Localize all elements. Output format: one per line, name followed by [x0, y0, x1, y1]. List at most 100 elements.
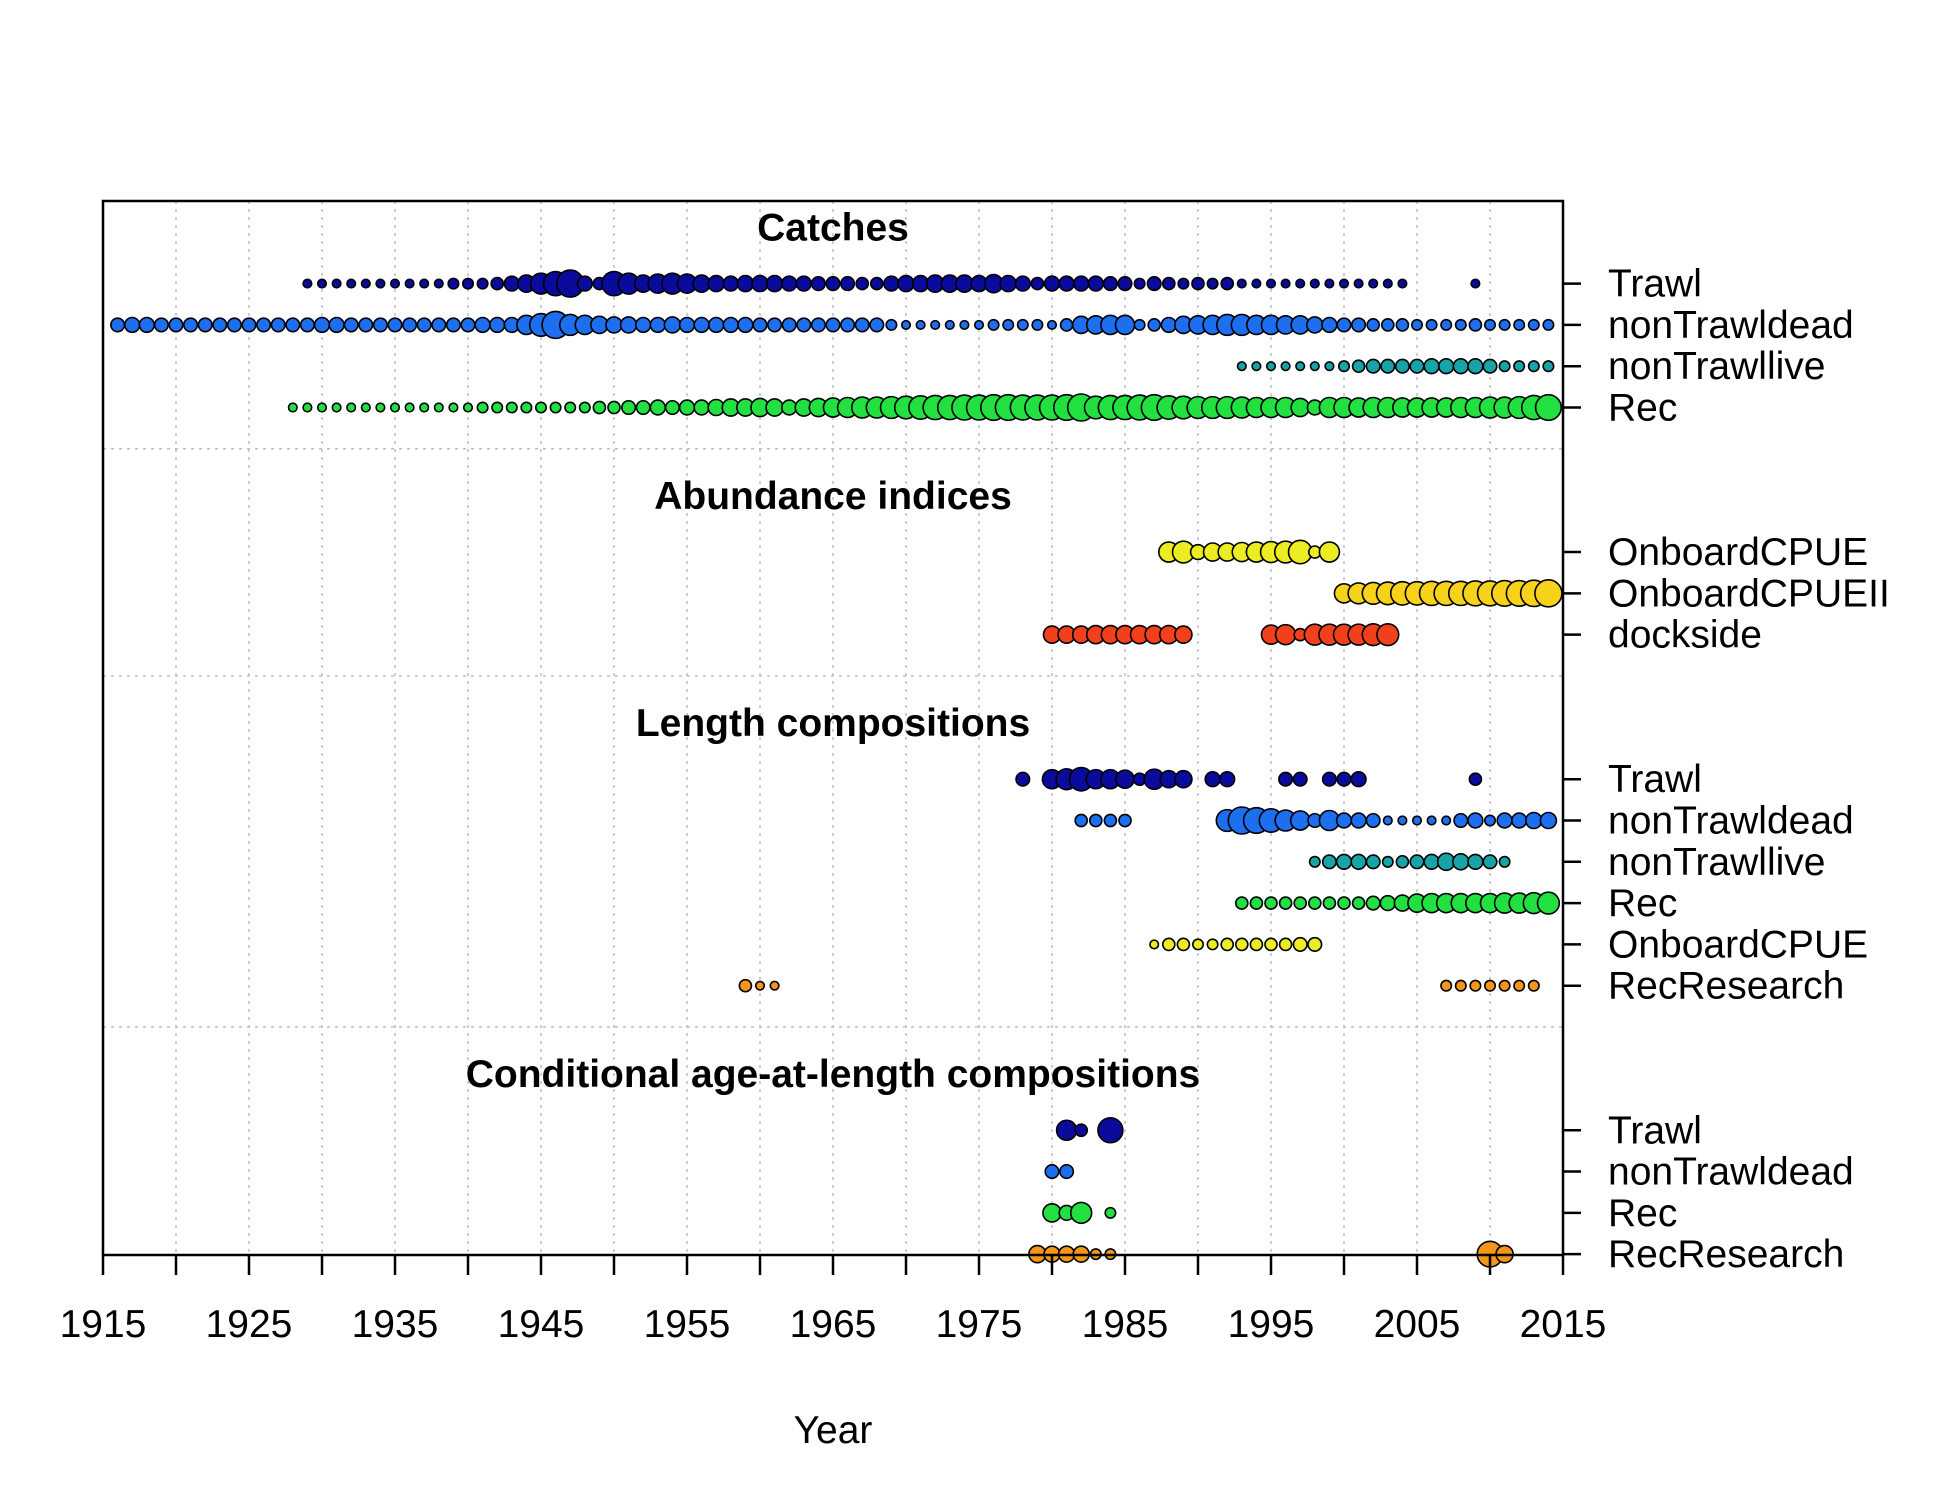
data-point — [825, 276, 841, 292]
data-point — [1307, 936, 1323, 952]
data-point — [1365, 854, 1381, 870]
data-point — [1365, 358, 1381, 374]
data-point — [1309, 361, 1320, 372]
data-point — [138, 316, 155, 334]
data-point — [1338, 278, 1350, 289]
data-point — [1191, 276, 1205, 291]
data-point — [1335, 853, 1353, 870]
data-point — [1204, 771, 1221, 788]
data-point — [447, 277, 460, 290]
data-point — [1321, 854, 1337, 870]
data-point — [592, 400, 607, 415]
data-point — [1103, 813, 1118, 828]
data-point — [1016, 318, 1029, 331]
data-point — [869, 276, 884, 291]
data-point — [1015, 771, 1031, 787]
data-point — [241, 317, 257, 333]
data-point — [1322, 896, 1337, 910]
data-point — [285, 317, 301, 333]
x-tick-label-1955: 1955 — [644, 1303, 731, 1346]
data-point — [1525, 811, 1543, 830]
data-point — [1177, 277, 1190, 290]
data-point — [1117, 276, 1133, 292]
data-point — [855, 276, 870, 291]
data-point — [1397, 278, 1408, 289]
data-point — [1513, 318, 1526, 331]
data-point — [389, 278, 401, 289]
data-point — [754, 980, 766, 991]
data-point — [752, 317, 768, 333]
data-point — [1044, 1164, 1060, 1180]
data-point — [1350, 853, 1367, 870]
data-point — [358, 317, 374, 333]
data-point — [433, 278, 444, 289]
data-point — [1379, 894, 1396, 912]
data-point — [476, 277, 489, 290]
data-point — [1293, 896, 1308, 910]
data-point — [448, 402, 459, 413]
data-point — [1265, 278, 1277, 289]
data-point — [1220, 276, 1235, 291]
data-point — [1292, 936, 1308, 952]
data-point — [810, 276, 826, 292]
data-point — [607, 400, 621, 415]
data-point — [810, 317, 826, 333]
data-point — [795, 275, 812, 292]
data-point — [256, 317, 272, 333]
data-point — [462, 402, 474, 413]
data-point — [1074, 813, 1089, 828]
data-point — [1149, 939, 1160, 950]
data-point — [316, 402, 328, 413]
data-point — [1191, 938, 1205, 951]
data-point — [1280, 361, 1291, 372]
data-point — [491, 401, 504, 414]
data-point — [1527, 318, 1540, 331]
data-point — [678, 316, 696, 334]
row-label-rec: Rec — [1608, 1192, 1677, 1235]
data-point — [1365, 895, 1381, 911]
data-point — [663, 316, 682, 334]
data-point — [1176, 937, 1191, 952]
data-point — [707, 274, 725, 293]
data-point — [212, 317, 228, 333]
data-point — [1161, 937, 1176, 952]
data-point — [490, 276, 505, 291]
data-point — [722, 316, 739, 334]
data-point — [1002, 318, 1015, 331]
data-point — [489, 316, 506, 334]
data-point — [1351, 359, 1366, 374]
section-titles: Catches Abundance indices Length compositi… — [466, 206, 1201, 1096]
x-tick-label-2005: 2005 — [1374, 1303, 1461, 1346]
data-point — [1031, 318, 1044, 331]
data-point — [1409, 854, 1425, 870]
x-tick-label-1985: 1985 — [1082, 1303, 1169, 1346]
data-point — [549, 401, 562, 414]
data-point — [1206, 277, 1219, 290]
data-point — [360, 402, 371, 413]
data-point — [1249, 937, 1264, 952]
data-point — [649, 316, 666, 334]
data-point — [1074, 1123, 1089, 1138]
data-point — [1382, 815, 1393, 826]
data-point — [1335, 812, 1353, 829]
data-point — [1337, 360, 1351, 373]
data-point — [1114, 314, 1136, 336]
data-point — [930, 319, 941, 330]
data-point — [460, 317, 476, 333]
row-label-nontrawldead: nonTrawldead — [1608, 1151, 1854, 1194]
x-axis-label: Year — [794, 1409, 873, 1452]
data-point — [1278, 896, 1293, 910]
data-point — [1073, 275, 1090, 292]
data-point — [1014, 275, 1031, 292]
row-label-recresearch: RecResearch — [1608, 965, 1844, 1008]
data-point — [226, 317, 242, 333]
data-point — [944, 319, 955, 330]
data-point — [1376, 622, 1400, 647]
data-point — [885, 318, 898, 331]
data-point — [331, 278, 342, 289]
x-tick-label-1945: 1945 — [498, 1303, 585, 1346]
data-point — [404, 278, 415, 289]
x-tick-label-1965: 1965 — [790, 1303, 877, 1346]
data-point — [900, 319, 912, 330]
row-label-nontrawldead: nonTrawldead — [1608, 800, 1854, 843]
